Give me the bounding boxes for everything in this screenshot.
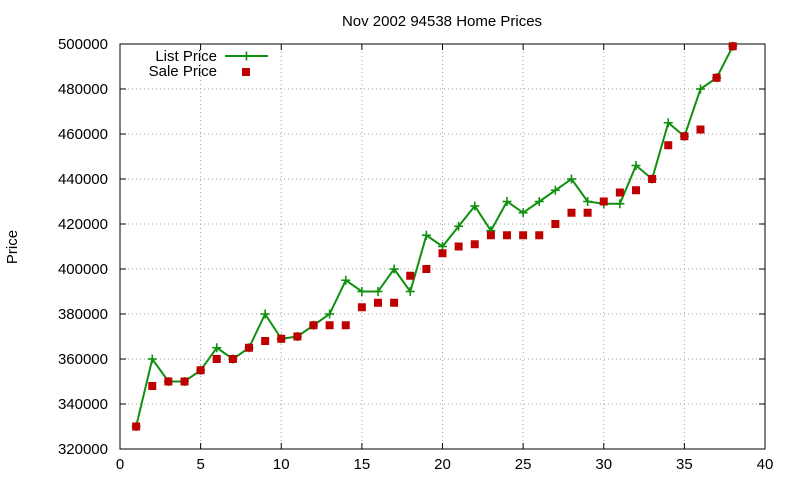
y-tick-label: 360000 — [58, 351, 108, 368]
sale-price-point — [567, 208, 576, 217]
x-tick-label: 10 — [273, 456, 290, 473]
list-price-point — [357, 287, 367, 296]
sale-price-point — [632, 186, 640, 195]
y-tick-label: 340000 — [58, 396, 108, 413]
list-price-point — [631, 161, 641, 170]
sale-price-point — [164, 377, 173, 386]
sale-price-point — [132, 422, 141, 431]
x-tick-label: 25 — [515, 456, 532, 473]
sale-price-point — [454, 242, 463, 251]
sale-price-point — [696, 125, 705, 134]
list-price-point — [325, 309, 335, 319]
sale-price-point — [180, 377, 189, 386]
y-axis-label: Price — [4, 230, 21, 264]
y-tick-label: 480000 — [58, 81, 108, 98]
sale-price-point — [551, 220, 560, 228]
sale-price-point — [325, 321, 334, 330]
list-price-point — [373, 287, 383, 296]
list-price-point — [405, 287, 415, 296]
x-tick-label: 30 — [595, 456, 612, 473]
legend-label-sale-price: Sale Price — [149, 63, 217, 80]
list-price-point — [550, 185, 560, 195]
sale-price-point — [535, 231, 544, 240]
sale-price-point — [583, 208, 592, 217]
legend-swatch-list-price — [225, 51, 268, 61]
sale-price-point — [680, 132, 689, 141]
sale-price-point — [293, 332, 302, 341]
legend-label-list-price: List Price — [155, 48, 217, 65]
list-price-point — [534, 197, 544, 206]
sale-price-point — [664, 141, 673, 150]
y-tick-label: 460000 — [58, 126, 108, 143]
legend-swatch-sale-price — [242, 68, 250, 76]
list-price-point — [615, 199, 625, 209]
sale-price-point — [196, 366, 205, 375]
y-tick-label: 420000 — [58, 216, 108, 233]
ticks — [119, 43, 766, 450]
sale-price-point — [519, 231, 528, 240]
list-price-point — [567, 174, 576, 184]
sale-price-point — [245, 343, 253, 352]
chart-title: Nov 2002 94538 Home Prices — [342, 13, 542, 30]
sale-price-point — [422, 265, 431, 273]
list-price-point — [454, 221, 464, 231]
sale-price-point — [406, 271, 415, 280]
y-tick-label: 380000 — [58, 306, 108, 323]
x-tick-label: 5 — [196, 456, 204, 473]
list-price-point — [583, 197, 593, 206]
sale-price-point — [309, 321, 318, 330]
list-price-point — [518, 208, 528, 218]
list-price-point — [341, 275, 351, 285]
y-tick-label: 400000 — [58, 261, 108, 278]
sale-price-point — [148, 382, 157, 390]
x-tick-label: 35 — [676, 456, 693, 473]
sale-price-point — [648, 175, 657, 183]
sale-price-point — [390, 298, 399, 307]
list-price-point — [696, 84, 705, 94]
y-tick-label: 320000 — [58, 441, 108, 458]
sale-price-point — [728, 42, 737, 51]
sale-price-point — [261, 337, 270, 345]
legend: List Price Sale Price — [149, 48, 268, 80]
series — [131, 41, 738, 431]
sale-price-point — [374, 298, 382, 307]
x-tick-label: 15 — [354, 456, 371, 473]
list-price-point — [470, 201, 480, 211]
sale-price-point — [228, 355, 237, 363]
sale-price-point — [212, 355, 221, 363]
y-tick-label: 440000 — [58, 171, 108, 188]
x-tick-label: 40 — [757, 456, 774, 473]
list-price-point — [212, 343, 222, 353]
sale-price-point — [341, 321, 350, 330]
sale-price-point — [503, 231, 511, 240]
series-line-list-price — [135, 45, 734, 427]
sale-price-point — [615, 188, 624, 197]
x-tick-labels: 0 5 10 15 20 25 30 35 40 — [116, 456, 774, 473]
list-price-point — [260, 309, 270, 319]
list-price-point — [663, 118, 673, 128]
sale-price-point — [712, 73, 721, 82]
y-tick-labels: 320000 340000 360000 380000 400000 420000 4400… — [58, 36, 108, 458]
sale-price-point — [277, 334, 286, 343]
list-price-point — [502, 197, 512, 206]
sale-price-point — [438, 249, 447, 258]
x-tick-label: 0 — [116, 456, 124, 473]
list-price-point — [389, 264, 399, 274]
y-tick-label: 500000 — [58, 36, 108, 53]
list-price-point — [421, 230, 431, 240]
sale-price-point — [486, 231, 495, 240]
list-price-point — [147, 354, 157, 364]
sale-price-point — [470, 240, 479, 249]
x-tick-label: 20 — [434, 456, 451, 473]
sale-price-point — [357, 303, 366, 312]
sale-price-point — [599, 197, 608, 206]
